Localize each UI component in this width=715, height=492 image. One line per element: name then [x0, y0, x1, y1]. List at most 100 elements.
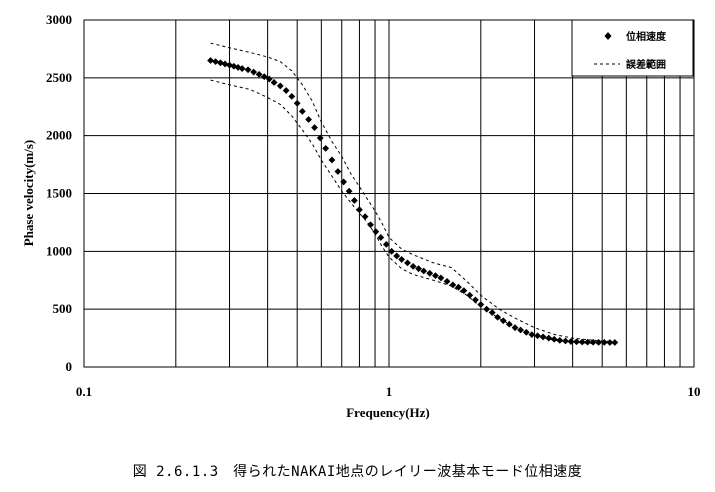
y-tick-label: 2000 [46, 128, 72, 143]
phase-velocity-point [270, 79, 278, 86]
phase-velocity-point [589, 338, 597, 346]
phase-velocity-point [356, 206, 363, 214]
legend-diamond-marker [604, 32, 612, 40]
phase-velocity-point [573, 338, 580, 346]
phase-velocity-point [298, 107, 306, 115]
phase-velocity-point [488, 309, 496, 317]
y-axis-title: Phase velocity(m/s) [21, 140, 36, 247]
x-axis-title: Frequency(Hz) [346, 405, 430, 420]
phase-velocity-point [505, 320, 513, 328]
phase-velocity-point [606, 339, 614, 346]
phase-velocity-point [455, 283, 462, 291]
phase-velocity-point [221, 60, 229, 68]
phase-velocity-point [293, 99, 301, 107]
phase-velocity-point [334, 168, 342, 175]
phase-velocity-point [282, 87, 290, 94]
x-tick-labels: 0.1 1 10 [76, 384, 701, 399]
figure-caption: 図 2.6.1.3 得られたNAKAI地点のレイリー波基本モード位相速度 [132, 464, 583, 480]
phase-velocity-point [255, 70, 263, 78]
phase-velocity-point [230, 62, 238, 70]
error-range-line [210, 42, 615, 343]
legend-points-label: 位相速度 [626, 30, 667, 43]
phase-velocity-point [432, 272, 439, 280]
phase-velocity-point [316, 134, 324, 142]
legend-dashed-label: 誤差範囲 [626, 58, 666, 71]
phase-velocity-points [207, 57, 619, 346]
x-tick-label: 10 [688, 384, 701, 399]
phase-velocity-point [477, 301, 485, 308]
y-tick-label: 2500 [46, 70, 72, 85]
phase-velocity-point [449, 281, 457, 289]
phase-velocity-point [528, 331, 536, 339]
phase-velocity-point [562, 337, 569, 345]
phase-velocity-point [345, 187, 353, 195]
y-tick-label: 1500 [46, 186, 72, 201]
phase-velocity-point [372, 228, 380, 236]
phase-velocity-point [367, 221, 374, 229]
phase-velocity-point [216, 59, 224, 67]
phase-velocity-point [244, 66, 252, 74]
phase-velocity-point [556, 336, 564, 344]
phase-velocity-point [322, 144, 330, 152]
phase-velocity-point [611, 339, 619, 346]
phase-velocity-point [460, 287, 468, 295]
phase-velocity-point [234, 64, 242, 71]
phase-velocity-point [415, 265, 422, 273]
phase-velocity-point [534, 332, 541, 340]
phase-velocity-point [328, 156, 336, 164]
plot-frame [83, 19, 695, 368]
phase-velocity-point [409, 262, 417, 270]
phase-velocity-point [550, 335, 558, 343]
legend-box [571, 19, 694, 77]
phase-velocity-point [539, 333, 547, 341]
phase-velocity-point [260, 73, 268, 81]
phase-velocity-point [437, 274, 445, 282]
phase-velocity-point [584, 338, 592, 346]
error-range-line [210, 79, 615, 345]
x-tick-label: 1 [386, 384, 393, 399]
phase-velocity-point [567, 338, 575, 345]
phase-velocity-point [426, 269, 434, 277]
phase-velocity-point [494, 313, 501, 321]
phase-velocity-point [466, 291, 474, 299]
phase-velocity-point [382, 240, 390, 248]
phase-velocity-point [276, 82, 284, 90]
phase-velocity-point [404, 259, 411, 267]
phase-velocity-point [595, 338, 603, 346]
phase-velocity-point [600, 338, 608, 346]
phase-velocity-point [388, 247, 396, 255]
legend: 位相速度 誤差範囲 [571, 19, 694, 77]
phase-velocity-point [522, 328, 530, 336]
phase-velocity-point [311, 124, 318, 131]
phase-velocity-point [517, 326, 524, 334]
phase-velocity-point [398, 256, 406, 263]
x-tick-label: 0.1 [76, 384, 92, 399]
phase-velocity-point [212, 58, 219, 66]
phase-velocity-point [377, 234, 385, 241]
phase-velocity-point [420, 267, 428, 275]
phase-velocity-point [288, 92, 296, 100]
phase-velocity-point [350, 197, 358, 204]
phase-velocity-point [305, 116, 313, 123]
error-range-lines [210, 42, 615, 345]
phase-velocity-point [443, 278, 451, 285]
y-tick-label: 0 [66, 359, 73, 374]
phase-velocity-point [238, 65, 246, 72]
phase-velocity-point [499, 317, 507, 325]
phase-velocity-point [545, 334, 553, 342]
y-tick-label: 3000 [46, 12, 72, 27]
phase-velocity-point [250, 68, 258, 76]
y-tick-labels: 0 500 1000 1500 2000 2500 3000 [46, 12, 72, 374]
y-tick-label: 1000 [46, 243, 72, 258]
phase-velocity-point [207, 57, 214, 64]
phase-velocity-point [340, 178, 348, 186]
phase-velocity-point [511, 324, 519, 332]
phase-velocity-point [361, 213, 369, 221]
phase-velocity-point [472, 296, 479, 304]
phase-velocity-point [393, 252, 401, 260]
phase-velocity-point [483, 305, 491, 313]
y-tick-label: 500 [53, 301, 73, 316]
phase-velocity-point [578, 338, 586, 346]
phase-velocity-point [265, 75, 273, 83]
